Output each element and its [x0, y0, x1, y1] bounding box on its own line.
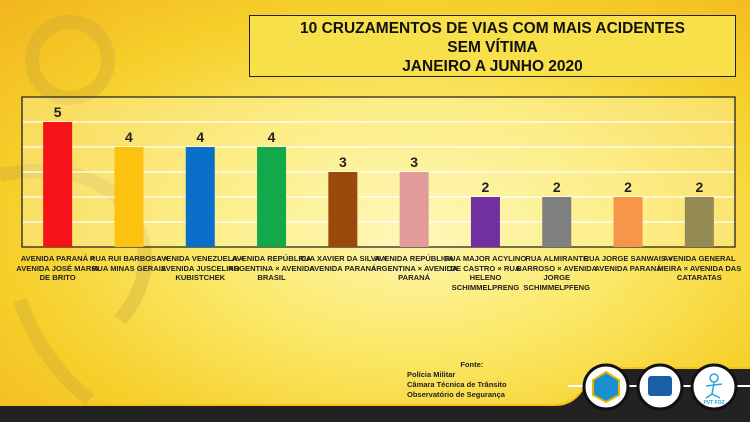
- x-tick-label: RUA RUI BARBOSA × RUA MINAS GERAIS: [89, 254, 168, 273]
- bar: [684, 197, 714, 247]
- bar: [399, 172, 429, 247]
- bar: [43, 122, 73, 247]
- data-label: 4: [125, 129, 133, 145]
- x-tick-label: RUA JORGE SANWAIS × AVENIDA PARANÁ: [583, 254, 673, 273]
- data-label: 3: [339, 154, 347, 170]
- x-tick-label: AVENIDA GENERAL MEIRA × AVENIDA DAS CATA…: [657, 254, 742, 282]
- x-tick-label: RUA ALMIRANTE BARROSO × AVENIDA JORGE SC…: [516, 254, 598, 292]
- x-tick-label: AVENIDA PARANÁ × AVENIDA JOSÉ MARIA DE B…: [16, 254, 99, 282]
- logo-pvt-foz: PVT FOZ: [690, 363, 738, 411]
- x-tick-label: AVENIDA REPÚBLICA ARGENTINA × AVENIDA BR…: [228, 254, 315, 282]
- data-label: 4: [268, 129, 276, 145]
- data-label: 2: [624, 179, 632, 195]
- bar: [114, 147, 144, 247]
- source-heading: Fonte:: [460, 360, 484, 369]
- chart-title: 10 CRUZAMENTOS DE VIAS COM MAIS ACIDENTE…: [249, 15, 736, 77]
- svg-text:PVT FOZ: PVT FOZ: [703, 400, 724, 406]
- bar: [470, 197, 500, 247]
- logo-prefeitura: [636, 363, 684, 411]
- x-tick-label: AVENIDA REPÚBLICA ARGENTINA × AVENIDA PA…: [370, 254, 458, 282]
- data-label: 3: [410, 154, 418, 170]
- data-label: 5: [54, 104, 62, 120]
- data-label: 2: [553, 179, 561, 195]
- bar: [257, 147, 287, 247]
- bar: [185, 147, 215, 247]
- source-line: Polícia Militar: [407, 370, 456, 379]
- data-label: 4: [196, 129, 204, 145]
- title-line-1: 10 CRUZAMENTOS DE VIAS COM MAIS ACIDENTE…: [300, 20, 685, 37]
- title-line-3: JANEIRO A JUNHO 2020: [402, 58, 583, 75]
- data-label: 2: [695, 179, 703, 195]
- source-line: Câmara Técnica de Trânsito: [407, 380, 507, 389]
- title-line-2: SEM VÍTIMA: [447, 39, 538, 56]
- source-line: Observatório de Segurança: [407, 390, 505, 399]
- bar: [542, 197, 572, 247]
- x-tick-label: RUA XAVIER DA SILVA × AVENIDA PARANÁ: [298, 254, 388, 273]
- bar: [613, 197, 643, 247]
- x-tick-label: AVENIDA VENEZUELA × AVENIDA JUSCELINO KU…: [156, 254, 245, 282]
- x-tick-label: RUA MAJOR ACYLINO DE CASTRO × RUA HELENO…: [444, 254, 527, 292]
- data-label: 2: [482, 179, 490, 195]
- source-note: Fonte: Polícia Militar Câmara Técnica de…: [407, 360, 507, 400]
- bar: [328, 172, 358, 247]
- logo-observatorio: [582, 363, 630, 411]
